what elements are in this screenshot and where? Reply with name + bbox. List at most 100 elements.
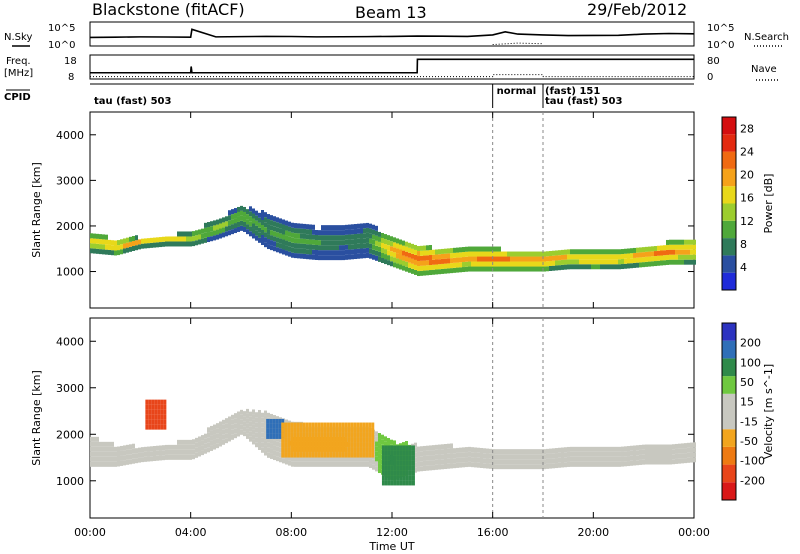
echo-cell xyxy=(258,232,261,238)
echo-cell xyxy=(639,257,642,263)
echo-cell xyxy=(288,251,291,257)
echo-cell xyxy=(504,464,507,470)
echo-cell xyxy=(447,453,450,459)
echo-cell xyxy=(681,259,684,265)
echo-cell xyxy=(513,251,516,257)
echo-cell xyxy=(183,454,186,460)
echo-cell xyxy=(183,439,186,445)
echo-cell xyxy=(381,445,385,451)
echo-cell xyxy=(275,418,279,424)
echo-cell xyxy=(576,264,579,270)
echo-cell xyxy=(402,240,405,246)
echo-cell xyxy=(219,431,222,437)
colorbar-tick-label: 16 xyxy=(740,192,754,205)
echo-cell xyxy=(198,441,201,447)
cpid-segment-2: (fast) 151 xyxy=(545,86,600,97)
echo-cell xyxy=(672,449,675,455)
echo-cell xyxy=(174,454,177,460)
echo-cell xyxy=(336,225,339,231)
echo-cell xyxy=(354,224,357,230)
echo-cell xyxy=(612,259,615,265)
echo-cell xyxy=(228,416,231,422)
echo-cell xyxy=(546,266,549,272)
echo-cell xyxy=(261,210,264,216)
echo-cell xyxy=(294,456,297,462)
echo-cell xyxy=(348,244,351,250)
echo-cell xyxy=(405,256,408,262)
echo-cell xyxy=(414,457,417,463)
echo-cell xyxy=(423,255,426,261)
echo-cell xyxy=(371,447,375,453)
echo-cell xyxy=(267,452,270,458)
echo-cell xyxy=(297,456,300,462)
echo-cell xyxy=(504,261,507,267)
echo-cell xyxy=(329,432,333,438)
echo-cell xyxy=(231,419,234,425)
echo-cell xyxy=(351,456,354,462)
echo-cell xyxy=(609,461,612,467)
echo-cell xyxy=(365,437,369,443)
echo-cell xyxy=(255,210,258,216)
echo-cell xyxy=(309,224,312,230)
echo-cell xyxy=(426,270,429,276)
echo-cell xyxy=(597,451,600,457)
echo-cell xyxy=(255,437,258,443)
echo-cell xyxy=(606,446,609,452)
echo-cell xyxy=(290,452,294,458)
echo-cell xyxy=(468,461,471,467)
echo-cell xyxy=(669,454,672,460)
echo-cell xyxy=(627,446,630,452)
echo-cell xyxy=(284,442,288,448)
echo-cell xyxy=(672,239,675,245)
echo-cell xyxy=(537,261,540,267)
echo-cell xyxy=(438,459,441,465)
echo-cell xyxy=(276,247,279,253)
echo-cell xyxy=(243,226,246,232)
echo-cell xyxy=(308,432,312,438)
echo-cell xyxy=(342,255,345,261)
echo-cell xyxy=(284,427,288,433)
echo-cell xyxy=(627,253,630,259)
echo-cell xyxy=(368,447,372,453)
echo-cell xyxy=(648,459,651,465)
echo-cell xyxy=(297,228,300,234)
echo-cell xyxy=(357,248,360,254)
echo-cell xyxy=(293,442,297,448)
echo-cell xyxy=(393,445,397,451)
echo-cell xyxy=(204,222,207,228)
echo-cell xyxy=(465,251,468,257)
echo-cell xyxy=(573,456,576,462)
echo-cell xyxy=(160,424,164,430)
colorbar-tick-label: 20 xyxy=(740,169,754,182)
echo-cell xyxy=(228,426,231,432)
echo-cell xyxy=(267,244,270,250)
echo-cell xyxy=(630,258,633,264)
echo-cell xyxy=(156,237,159,243)
echo-cell xyxy=(222,227,225,233)
echo-cell xyxy=(281,422,285,428)
range-tick-label: 1000 xyxy=(56,266,84,279)
echo-cell xyxy=(255,427,258,433)
echo-cell xyxy=(582,254,585,260)
echo-cell xyxy=(540,449,543,455)
echo-cell xyxy=(332,447,336,453)
echo-cell xyxy=(99,451,102,457)
colorbar-swatch xyxy=(722,376,736,394)
echo-cell xyxy=(154,399,158,405)
echo-cell xyxy=(326,427,330,433)
echo-cell xyxy=(225,418,228,424)
echo-cell xyxy=(329,437,333,443)
echo-cell xyxy=(148,404,152,410)
echo-cell xyxy=(366,232,369,238)
echo-cell xyxy=(276,451,279,457)
echo-cell xyxy=(519,459,522,465)
range-tick-label: 4000 xyxy=(56,129,84,142)
echo-cell xyxy=(393,450,397,456)
echo-cell xyxy=(300,228,303,234)
echo-cell xyxy=(353,432,357,438)
echo-cell xyxy=(426,255,429,261)
echo-cell xyxy=(348,456,351,462)
echo-cell xyxy=(273,415,276,421)
echo-cell xyxy=(387,445,391,451)
echo-cell xyxy=(402,480,406,486)
